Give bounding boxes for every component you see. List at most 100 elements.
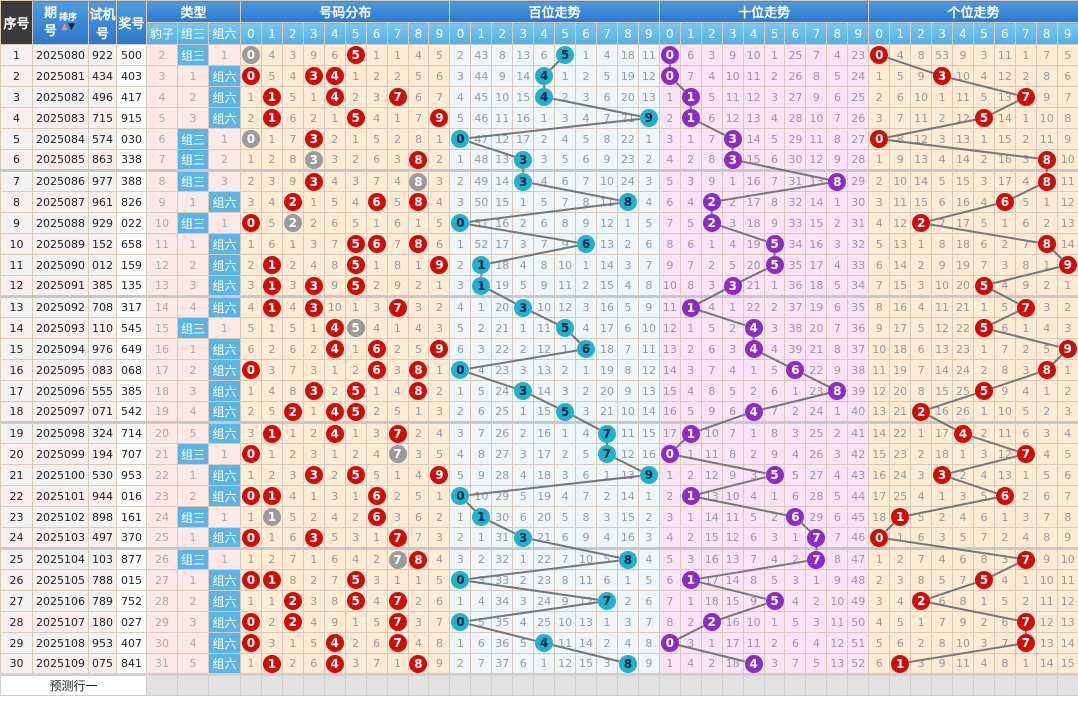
sort-arrows-icon[interactable]: ▲▼	[61, 21, 75, 32]
prediction-cell[interactable]	[805, 673, 828, 696]
prediction-cell[interactable]	[386, 673, 409, 696]
prediction-cell[interactable]	[889, 673, 912, 696]
col-header-prize[interactable]: 奖号	[116, 0, 147, 45]
hundreds-cell: 2	[554, 443, 577, 465]
prediction-cell[interactable]	[658, 673, 681, 696]
table-row: 11 2025090 012 159 12 2 组六 2 1 2 4 8 5 1 8 1 9 2 1 18 4 8 10 1 1…	[0, 254, 1078, 276]
prediction-cell[interactable]	[470, 673, 493, 696]
tens-cell: 30	[847, 191, 870, 213]
hundreds-cell: 10	[554, 254, 577, 276]
prediction-cell[interactable]	[533, 673, 556, 696]
prediction-cell[interactable]	[700, 673, 723, 696]
type-cell-zuliu: 组六	[207, 569, 242, 591]
hundreds-cell: 3	[554, 107, 577, 129]
prediction-row-label[interactable]: 预测行一	[0, 673, 147, 696]
row-seq: 10	[0, 233, 33, 255]
tens-hit-ball: 5	[765, 592, 784, 610]
hundreds-cell: 9	[575, 527, 597, 549]
distribution-cell: 6	[365, 191, 388, 213]
prediction-cell[interactable]	[281, 673, 304, 696]
prediction-cell[interactable]	[868, 673, 891, 696]
prediction-cell[interactable]	[207, 673, 242, 696]
prediction-cell[interactable]	[1035, 673, 1058, 696]
prediction-cell[interactable]	[972, 673, 995, 696]
prediction-cell[interactable]	[407, 673, 430, 696]
units-cell: 13	[1056, 212, 1078, 234]
prediction-cell[interactable]	[910, 673, 933, 696]
hundreds-cell: 0	[449, 359, 472, 381]
prediction-cell[interactable]	[847, 673, 870, 696]
tens-cell: 3	[763, 527, 786, 549]
prediction-cell[interactable]	[763, 673, 786, 696]
tens-cell: 4	[658, 527, 681, 549]
hundreds-cell: 6	[554, 527, 577, 549]
prediction-cell[interactable]	[146, 673, 178, 696]
prediction-cell[interactable]	[323, 673, 346, 696]
hundreds-cell: 13	[491, 149, 514, 171]
tens-cell: 25	[784, 44, 807, 66]
prediction-cell[interactable]	[365, 673, 388, 696]
prediction-cell[interactable]	[931, 673, 954, 696]
tens-hit-ball: 8	[828, 173, 847, 191]
row-trial-number: 083	[88, 359, 117, 381]
prediction-cell[interactable]	[491, 673, 514, 696]
distribution-cell: 7	[386, 611, 409, 633]
tens-cell: 5	[826, 485, 849, 507]
type-cell-baozi: 14	[146, 295, 178, 318]
distribution-cell: 5	[281, 506, 304, 528]
prediction-cell[interactable]	[575, 673, 597, 696]
prediction-cell[interactable]	[1014, 673, 1037, 696]
distribution-cell: 6	[281, 527, 304, 549]
tens-cell: 36	[847, 317, 870, 339]
prediction-cell[interactable]	[302, 673, 325, 696]
tens-digit-header-3: 3	[721, 22, 744, 45]
prediction-cell[interactable]	[1056, 673, 1078, 696]
row-prize-number: 016	[116, 485, 147, 507]
units-cell: 1	[1035, 254, 1058, 276]
hundreds-cell: 11	[533, 317, 556, 339]
prediction-cell[interactable]	[512, 673, 535, 696]
distribution-cell: 6	[365, 338, 388, 360]
units-cell: 2	[972, 149, 995, 171]
distribution-cell: 1	[323, 107, 346, 129]
hundreds-cell: 1	[512, 547, 535, 570]
prediction-cell[interactable]	[784, 673, 807, 696]
prediction-cell[interactable]	[721, 673, 744, 696]
tens-hit-ball: 1	[681, 299, 700, 317]
tens-cell: 8	[826, 380, 849, 402]
prediction-cell[interactable]	[240, 673, 262, 696]
distribution-cell: 7	[407, 527, 430, 549]
prediction-cell[interactable]	[344, 673, 367, 696]
tens-cell: 6	[784, 359, 807, 381]
prediction-cell[interactable]	[449, 673, 472, 696]
tens-cell: 5	[805, 653, 828, 675]
tens-cell: 5	[763, 128, 786, 150]
distribution-cell: 1	[386, 653, 409, 675]
hundreds-cell: 13	[616, 464, 639, 486]
prediction-cell[interactable]	[637, 673, 660, 696]
hundreds-cell: 5	[533, 191, 556, 213]
hundreds-cell: 13	[533, 359, 556, 381]
col-header-seq[interactable]: 序号	[0, 0, 33, 45]
prediction-cell[interactable]	[260, 673, 283, 696]
prediction-cell[interactable]	[596, 673, 618, 696]
prediction-cell[interactable]	[177, 673, 209, 696]
col-header-trial[interactable]: 试机号	[88, 0, 117, 45]
prediction-cell[interactable]	[679, 673, 702, 696]
row-prize-number: 915	[116, 107, 147, 129]
row-issue: 2025088	[32, 212, 89, 234]
prediction-cell[interactable]	[428, 673, 451, 696]
distribution-cell: 2	[344, 443, 367, 465]
row-issue: 2025092	[32, 295, 89, 318]
distribution-cell: 3	[302, 590, 325, 612]
prediction-cell[interactable]	[616, 673, 639, 696]
col-header-issue[interactable]: 期号 排序 ▲▼	[32, 0, 89, 45]
tens-cell: 2	[679, 149, 702, 171]
prediction-row[interactable]: 预测行一	[0, 673, 1078, 696]
prediction-cell[interactable]	[826, 673, 849, 696]
distribution-cell: 2	[281, 212, 304, 234]
prediction-cell[interactable]	[742, 673, 765, 696]
prediction-cell[interactable]	[993, 673, 1016, 696]
prediction-cell[interactable]	[952, 673, 974, 696]
prediction-cell[interactable]	[554, 673, 577, 696]
